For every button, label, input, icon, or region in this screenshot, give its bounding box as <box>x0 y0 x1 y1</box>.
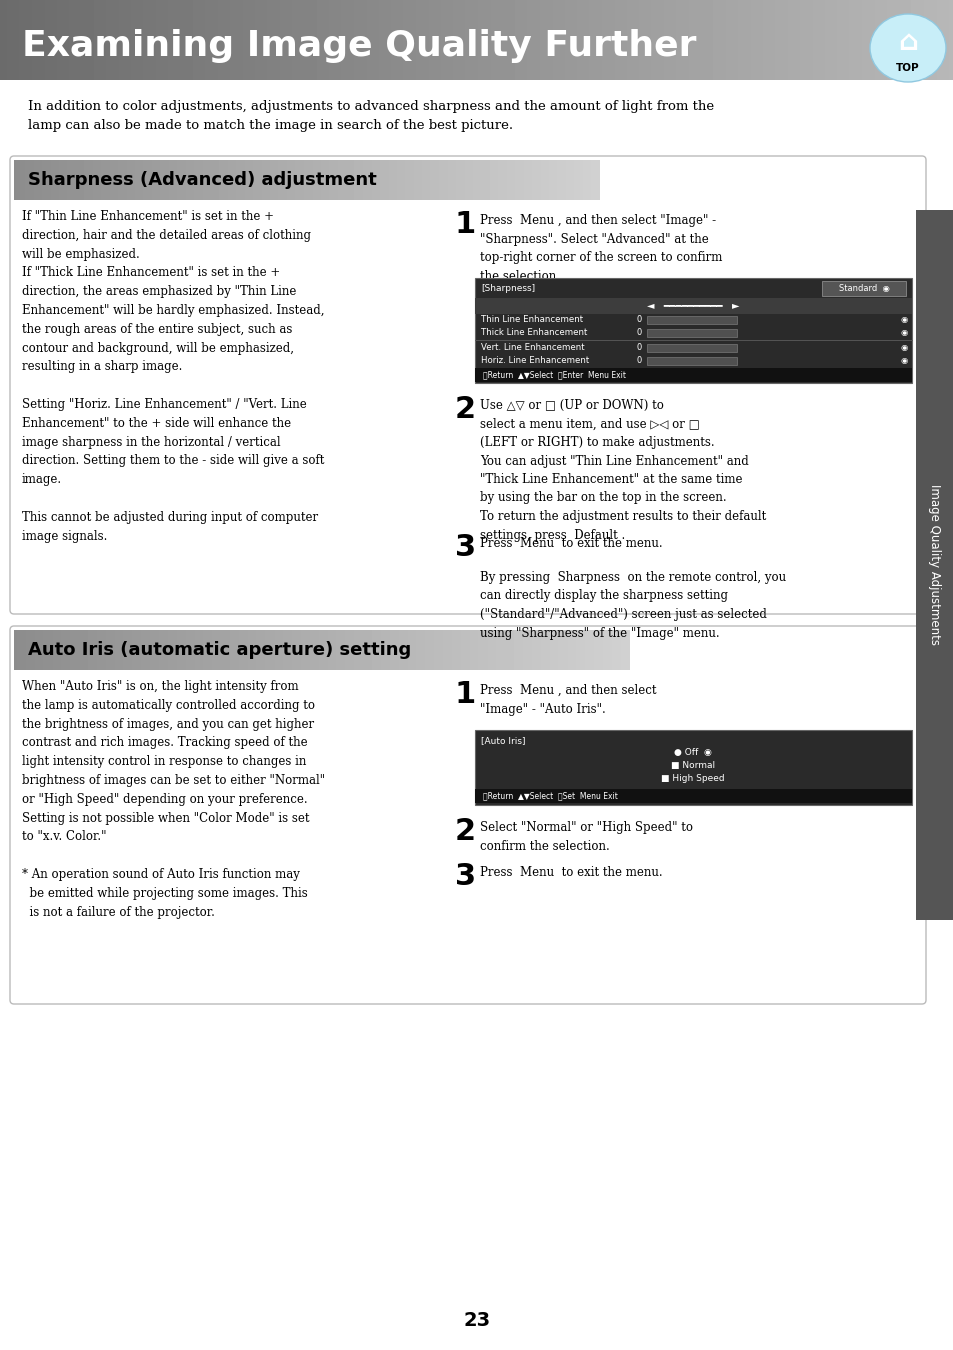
Text: In addition to color adjustments, adjustments to advanced sharpness and the amou: In addition to color adjustments, adjust… <box>28 100 714 132</box>
Text: When "Auto Iris" is on, the light intensity from
the lamp is automatically contr: When "Auto Iris" is on, the light intens… <box>22 680 325 918</box>
Bar <box>475 369 911 382</box>
Text: 2: 2 <box>455 817 476 846</box>
Text: Press  Menu , and then select
"Image" - "Auto Iris".: Press Menu , and then select "Image" - "… <box>479 684 656 716</box>
Bar <box>646 356 737 365</box>
Text: Select "Normal" or "High Speed" to
confirm the selection.: Select "Normal" or "High Speed" to confi… <box>479 821 692 852</box>
Bar <box>646 316 737 324</box>
FancyBboxPatch shape <box>10 626 925 1004</box>
Text: ■ Normal: ■ Normal <box>670 761 715 770</box>
Text: Press  Menu  to exit the menu.: Press Menu to exit the menu. <box>479 537 662 549</box>
Bar <box>475 278 911 383</box>
Text: Press  Menu , and then select "Image" -
"Sharpness". Select "Advanced" at the
to: Press Menu , and then select "Image" - "… <box>479 215 721 282</box>
Text: ◉: ◉ <box>900 328 906 338</box>
Text: ⬛Return  ▲▼Select  ⬜Set  Menu Exit: ⬛Return ▲▼Select ⬜Set Menu Exit <box>482 791 618 801</box>
Text: Thick Line Enhancement: Thick Line Enhancement <box>480 328 587 338</box>
Text: ⌂: ⌂ <box>897 28 917 55</box>
Text: 3: 3 <box>455 863 476 891</box>
Text: 1: 1 <box>455 680 476 709</box>
Bar <box>915 211 953 919</box>
Text: TOP: TOP <box>895 63 919 73</box>
Text: Examining Image Quality Further: Examining Image Quality Further <box>22 30 696 63</box>
Bar <box>475 788 911 803</box>
Text: ■ High Speed: ■ High Speed <box>660 774 724 783</box>
Text: [Auto Iris]: [Auto Iris] <box>480 736 525 745</box>
Text: ◉: ◉ <box>900 315 906 324</box>
Text: 23: 23 <box>463 1311 490 1330</box>
Text: 3: 3 <box>455 533 476 562</box>
Text: Vert. Line Enhancement: Vert. Line Enhancement <box>480 343 584 352</box>
Text: ● Off  ◉: ● Off ◉ <box>674 748 711 757</box>
Text: Image Quality Adjustments: Image Quality Adjustments <box>927 485 941 645</box>
Text: Auto Iris (automatic aperture) setting: Auto Iris (automatic aperture) setting <box>28 641 411 659</box>
Bar <box>475 298 911 315</box>
Text: Press  Menu  to exit the menu.: Press Menu to exit the menu. <box>479 865 662 879</box>
Text: [Sharpness]: [Sharpness] <box>480 284 535 293</box>
Bar <box>646 344 737 352</box>
Text: 0: 0 <box>637 356 641 365</box>
Text: 0: 0 <box>637 328 641 338</box>
Bar <box>821 281 905 296</box>
FancyBboxPatch shape <box>10 157 925 614</box>
Text: ◉: ◉ <box>900 356 906 365</box>
Bar <box>646 329 737 338</box>
Text: ◉: ◉ <box>900 343 906 352</box>
Text: ⬛Return  ▲▼Select  ⬜Enter  Menu Exit: ⬛Return ▲▼Select ⬜Enter Menu Exit <box>482 370 625 379</box>
Text: Thin Line Enhancement: Thin Line Enhancement <box>480 315 582 324</box>
Text: By pressing  Sharpness  on the remote control, you
can directly display the shar: By pressing Sharpness on the remote cont… <box>479 571 785 640</box>
Ellipse shape <box>869 14 945 82</box>
Text: 0: 0 <box>637 343 641 352</box>
Text: Horiz. Line Enhancement: Horiz. Line Enhancement <box>480 356 589 365</box>
Text: Standard  ◉: Standard ◉ <box>838 284 888 293</box>
Text: Use △▽ or □ (UP or DOWN) to
select a menu item, and use ▷◁ or □
(LEFT or RIGHT) : Use △▽ or □ (UP or DOWN) to select a men… <box>479 400 765 541</box>
Text: Sharpness (Advanced) adjustment: Sharpness (Advanced) adjustment <box>28 171 376 189</box>
Text: 0: 0 <box>637 315 641 324</box>
Text: 1: 1 <box>455 211 476 239</box>
Text: ◄   ━━━━━━━━━━   ►: ◄ ━━━━━━━━━━ ► <box>646 301 739 310</box>
Bar <box>475 730 911 805</box>
Text: If "Thin Line Enhancement" is set in the +
direction, hair and the detailed area: If "Thin Line Enhancement" is set in the… <box>22 211 324 543</box>
Text: 2: 2 <box>455 396 476 424</box>
